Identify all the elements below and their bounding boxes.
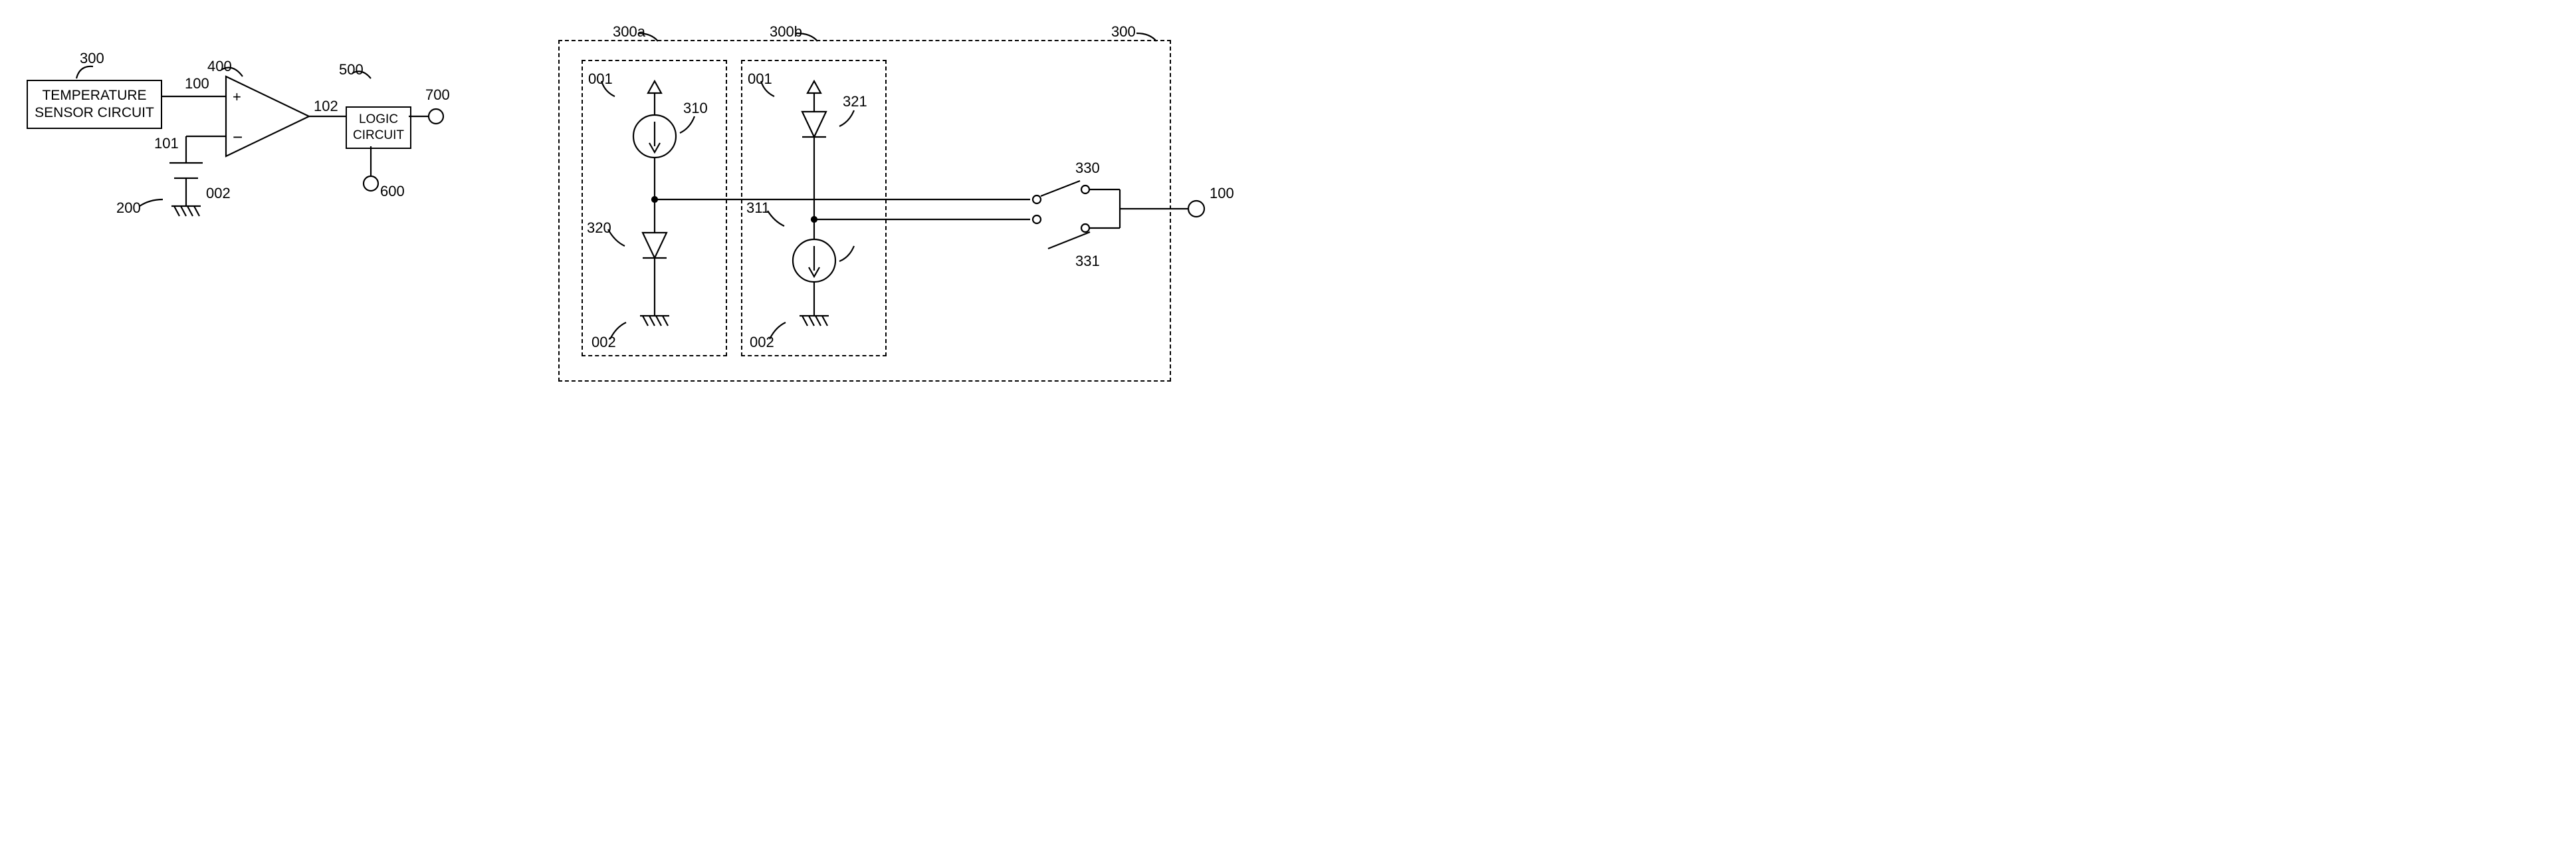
label-331: 331 [1075,253,1100,269]
label-310: 310 [683,100,708,116]
label-002b: 002 [750,334,774,350]
label-300b: 300b [770,23,802,40]
label-300a: 300a [613,23,646,40]
label-001a: 001 [588,70,613,87]
right-svg: 300a 300b 300 001 001 310 321 320 311 00… [13,13,1301,441]
label-300: 300 [1111,23,1136,40]
label-001b: 001 [748,70,772,87]
label-330: 330 [1075,160,1100,176]
diagram-canvas: TEMPERATURE SENSOR CIRCUIT 300 LOGIC CIR… [13,13,1301,441]
label-002a: 002 [591,334,616,350]
label-321: 321 [843,93,867,110]
label-320: 320 [587,219,611,236]
label-311: 311 [746,199,770,216]
label-100-out: 100 [1210,185,1234,201]
